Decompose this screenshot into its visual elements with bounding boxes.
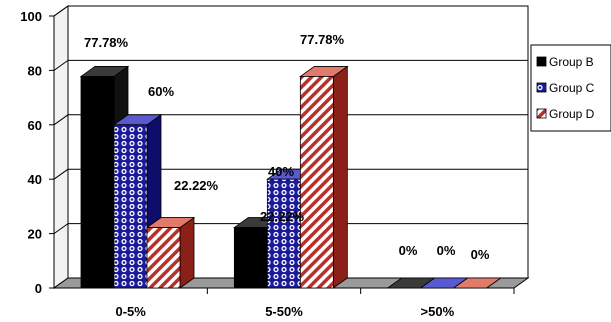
bar bbox=[145, 216, 196, 289]
data-label: 77.78% bbox=[300, 32, 345, 47]
bar-front bbox=[266, 178, 301, 289]
gridline-side bbox=[53, 59, 69, 71]
bar-front bbox=[80, 76, 115, 289]
y-tick-label: 40 bbox=[28, 172, 42, 187]
y-tick-label: 20 bbox=[28, 227, 42, 242]
bar bbox=[452, 277, 502, 289]
x-category-label: 0-5% bbox=[115, 304, 146, 319]
data-label: 22.22% bbox=[174, 178, 219, 193]
bar-top bbox=[452, 277, 502, 289]
y-tick-label: 100 bbox=[20, 9, 42, 24]
gridline-side bbox=[53, 114, 69, 126]
bar-side bbox=[332, 65, 348, 289]
legend-swatch bbox=[536, 56, 547, 67]
y-tick-label: 80 bbox=[28, 63, 42, 78]
data-label: 0% bbox=[399, 243, 418, 258]
data-label: 40% bbox=[268, 164, 294, 179]
legend-label: Group C bbox=[549, 81, 595, 95]
bar-front bbox=[233, 227, 268, 289]
y-tick-label: 60 bbox=[28, 118, 42, 133]
data-label: 60% bbox=[148, 84, 174, 99]
legend-label: Group B bbox=[549, 55, 594, 69]
gridline-side bbox=[53, 5, 69, 17]
data-label: 0% bbox=[471, 247, 490, 262]
legend: Group B Group C Group D bbox=[530, 44, 611, 132]
x-category-label: >50% bbox=[421, 304, 455, 319]
plot-side-wall bbox=[53, 5, 69, 289]
legend-swatch bbox=[536, 108, 547, 119]
data-label: 22.22% bbox=[260, 209, 305, 224]
bar-front bbox=[113, 124, 148, 289]
bar-side bbox=[179, 216, 195, 289]
y-tick-label: 0 bbox=[35, 281, 42, 296]
gridline-side bbox=[53, 168, 69, 180]
gridline-side bbox=[53, 223, 69, 235]
data-label: 77.78% bbox=[84, 35, 129, 50]
legend-swatch bbox=[536, 82, 547, 93]
bar bbox=[299, 65, 349, 289]
bar-front bbox=[146, 227, 181, 289]
data-label: 0% bbox=[437, 243, 456, 258]
x-category-label: 5-50% bbox=[265, 304, 303, 319]
legend-label: Group D bbox=[549, 107, 595, 121]
bar-front bbox=[299, 76, 334, 289]
